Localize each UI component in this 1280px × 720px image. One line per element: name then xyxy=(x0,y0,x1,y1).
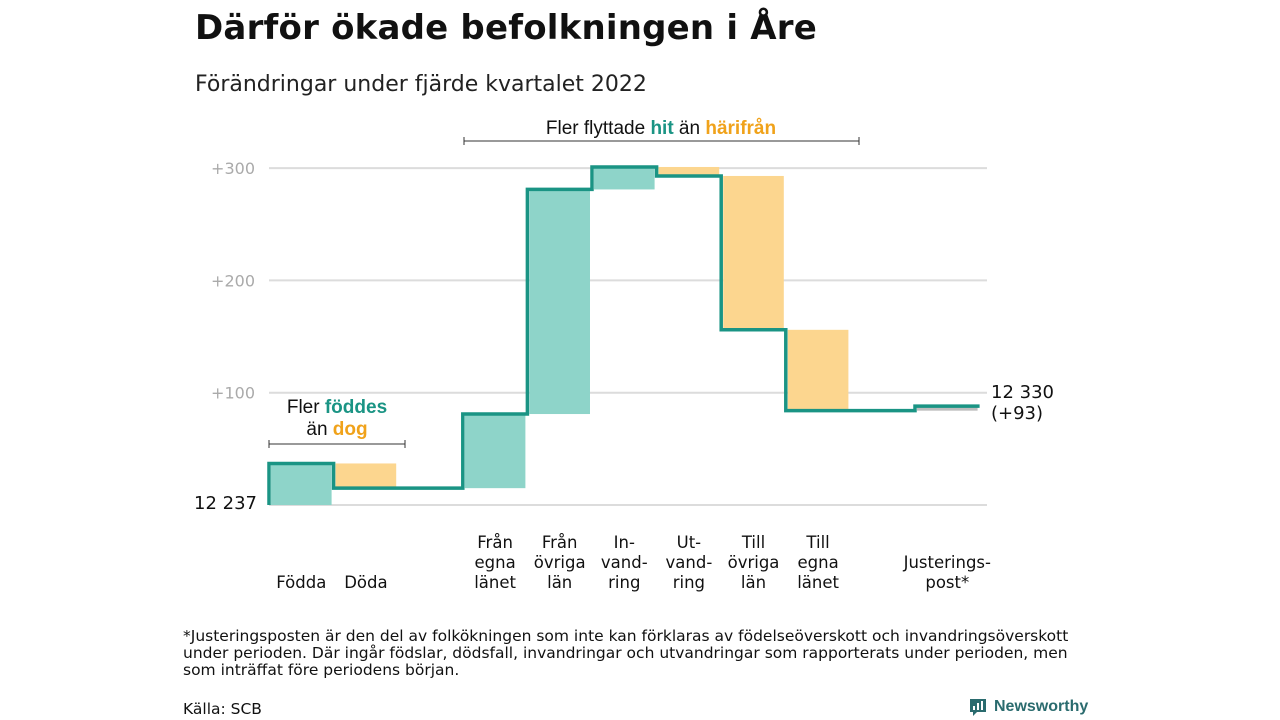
bar-chart-icon xyxy=(970,699,986,716)
x-tick-label: Till xyxy=(741,533,765,552)
x-tick-label: ring xyxy=(608,573,640,592)
source-label: Källa: SCB xyxy=(183,700,262,718)
grid-lines xyxy=(269,167,987,506)
bar xyxy=(723,175,784,330)
brand-name: Newsworthy xyxy=(994,698,1089,715)
x-tick-label: Till xyxy=(805,533,829,552)
x-tick-label: Ut- xyxy=(677,533,702,552)
chart-subtitle: Förändringar under fjärde kvartalet 2022 xyxy=(195,72,647,97)
cumulative-step-line xyxy=(267,165,980,505)
x-tick-label: länet xyxy=(474,573,516,592)
svg-text:än dog: än dog xyxy=(306,419,367,440)
x-tick-label: övriga xyxy=(728,553,780,572)
bar xyxy=(529,189,590,415)
x-tick-label: Födda xyxy=(276,573,326,592)
end-value-label: 12 330 xyxy=(991,382,1054,403)
x-tick-label: län xyxy=(547,573,572,592)
x-tick-label: ring xyxy=(673,573,705,592)
x-tick-label: Döda xyxy=(344,573,387,592)
x-tick-label: egna xyxy=(797,553,838,572)
bars xyxy=(271,166,978,505)
migration-annotation-pre: Fler flyttade xyxy=(546,118,651,139)
bar xyxy=(335,463,397,489)
bar xyxy=(271,463,332,505)
chart-title: Därför ökade befolkningen i Åre xyxy=(195,8,817,48)
x-axis-labels: Födda DödaFrånegnalänetFrånövrigalänIn-va… xyxy=(276,533,991,592)
y-tick-label: +100 xyxy=(211,384,255,403)
start-value-label: 12 237 xyxy=(194,493,257,514)
bar xyxy=(594,166,655,190)
y-tick-label: +200 xyxy=(211,271,255,290)
y-axis-ticks: +100 +200 +300 xyxy=(211,159,255,403)
bar xyxy=(917,406,978,411)
x-tick-label: vand- xyxy=(601,553,648,572)
bar xyxy=(787,329,849,411)
x-tick-label: Från xyxy=(542,533,578,552)
svg-text:Fler flyttade hit än härifrån: Fler flyttade hit än härifrån xyxy=(546,118,776,139)
x-tick-label: egna xyxy=(474,553,515,572)
x-tick-label: län xyxy=(741,573,766,592)
y-tick-label: +300 xyxy=(211,159,255,178)
x-tick-label: In- xyxy=(614,533,635,552)
end-change-label: (+93) xyxy=(991,403,1043,424)
migration-bracket xyxy=(463,137,860,145)
bar xyxy=(464,414,526,489)
x-tick-label: övriga xyxy=(534,553,586,572)
footnote: *Justeringsposten är den del av folkökni… xyxy=(183,627,1069,679)
x-tick-label: vand- xyxy=(666,553,713,572)
x-tick-label: länet xyxy=(797,573,839,592)
births-annotation-pre2: än xyxy=(306,419,332,440)
bar xyxy=(658,166,720,176)
brand-logo: Newsworthy xyxy=(968,697,1088,717)
waterfall-chart: +100+200+300 Födda DödaFrånegnalänetFrånö… xyxy=(194,118,1054,592)
births-annotation-pre: Fler xyxy=(287,397,325,418)
svg-text:Fler föddes: Fler föddes xyxy=(287,397,387,418)
births-annotation-highlight: föddes xyxy=(325,397,387,418)
migration-annotation: Fler flyttade hit än härifrån xyxy=(463,118,860,145)
migration-annotation-hit: hit xyxy=(650,118,674,139)
deaths-annotation-highlight: dog xyxy=(333,419,368,440)
x-tick-label: Justerings- xyxy=(903,553,991,572)
migration-annotation-mid: än xyxy=(674,118,706,139)
births-bracket xyxy=(268,440,406,448)
x-tick-label: Från xyxy=(477,533,513,552)
births-annotation: Fler föddes än dog xyxy=(268,397,406,448)
x-tick-label: post* xyxy=(925,573,969,592)
migration-annotation-harifran: härifrån xyxy=(705,118,776,139)
